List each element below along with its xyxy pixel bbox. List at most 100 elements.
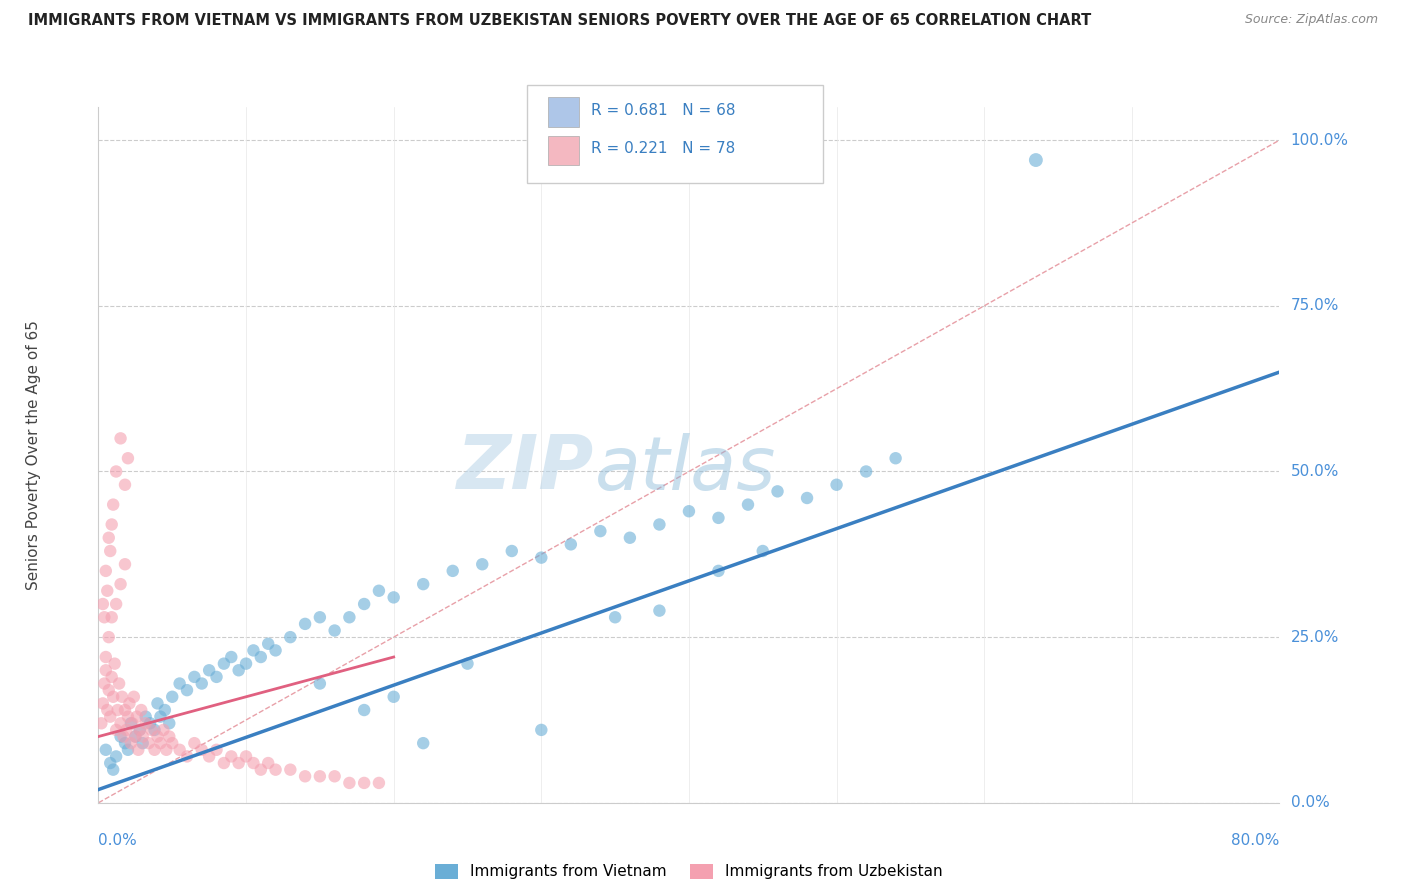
Point — [105, 749, 128, 764]
Point — [337, 610, 360, 624]
Point — [219, 749, 242, 764]
Point — [139, 716, 162, 731]
Point — [97, 630, 120, 644]
Point — [115, 723, 138, 737]
Point — [112, 730, 135, 744]
Point — [648, 517, 671, 532]
Point — [309, 676, 332, 690]
Point — [132, 730, 155, 744]
Point — [264, 643, 287, 657]
Point — [120, 716, 142, 731]
Point — [242, 643, 264, 657]
Text: 50.0%: 50.0% — [1291, 464, 1339, 479]
Point — [132, 736, 155, 750]
Point — [155, 743, 177, 757]
Point — [278, 763, 302, 777]
Point — [257, 637, 280, 651]
Point — [127, 743, 149, 757]
Legend: Immigrants from Vietnam, Immigrants from Uzbekistan: Immigrants from Vietnam, Immigrants from… — [429, 857, 949, 886]
Point — [129, 703, 152, 717]
Point — [138, 736, 160, 750]
Point — [619, 531, 641, 545]
Point — [250, 763, 273, 777]
Point — [114, 736, 136, 750]
Point — [501, 544, 523, 558]
Point — [766, 484, 789, 499]
Point — [412, 577, 434, 591]
Point — [118, 697, 141, 711]
Point — [323, 624, 346, 638]
Point — [117, 451, 139, 466]
Point — [141, 723, 163, 737]
Point — [530, 550, 553, 565]
Point — [242, 756, 264, 770]
Point — [152, 723, 174, 737]
Point — [100, 670, 122, 684]
Point — [114, 477, 136, 491]
Point — [176, 683, 198, 698]
Point — [124, 730, 146, 744]
Point — [589, 524, 612, 538]
Point — [560, 537, 582, 551]
Point — [412, 736, 434, 750]
Point — [678, 504, 700, 518]
Point — [183, 736, 205, 750]
Point — [169, 743, 191, 757]
Point — [91, 597, 114, 611]
Point — [94, 564, 117, 578]
Text: 0.0%: 0.0% — [98, 833, 138, 848]
Point — [212, 657, 235, 671]
Text: 80.0%: 80.0% — [1232, 833, 1279, 848]
Point — [117, 709, 139, 723]
Point — [103, 690, 125, 704]
Point — [228, 663, 250, 677]
Point — [337, 776, 360, 790]
Point — [382, 591, 405, 605]
Point — [91, 697, 114, 711]
Point — [605, 610, 627, 624]
Point — [105, 597, 128, 611]
Point — [90, 716, 112, 731]
Point — [309, 769, 332, 783]
Point — [191, 676, 214, 690]
Point — [104, 657, 127, 671]
Point — [1025, 153, 1047, 167]
Point — [176, 749, 198, 764]
Point — [257, 756, 280, 770]
Point — [353, 597, 375, 611]
Point — [146, 730, 169, 744]
Point — [125, 709, 148, 723]
Point — [169, 676, 191, 690]
Point — [124, 730, 146, 744]
Point — [120, 736, 142, 750]
Point — [135, 709, 157, 723]
Point — [751, 544, 773, 558]
Point — [94, 743, 117, 757]
Point — [855, 465, 877, 479]
Point — [98, 709, 121, 723]
Point — [96, 703, 118, 717]
Point — [198, 749, 221, 764]
Point — [114, 703, 136, 717]
Point — [353, 776, 375, 790]
Point — [471, 558, 494, 572]
Point — [157, 716, 180, 731]
Text: atlas: atlas — [595, 433, 776, 505]
Point — [235, 749, 257, 764]
Point — [737, 498, 759, 512]
Point — [93, 610, 115, 624]
Point — [309, 610, 332, 624]
Point — [648, 604, 671, 618]
Point — [98, 544, 121, 558]
Point — [530, 723, 553, 737]
Point — [143, 723, 166, 737]
Point — [111, 690, 134, 704]
Text: R = 0.681   N = 68: R = 0.681 N = 68 — [591, 103, 735, 118]
Point — [441, 564, 464, 578]
Point — [143, 743, 166, 757]
Text: Seniors Poverty Over the Age of 65: Seniors Poverty Over the Age of 65 — [25, 320, 41, 590]
Point — [110, 730, 132, 744]
Point — [228, 756, 250, 770]
Text: IMMIGRANTS FROM VIETNAM VS IMMIGRANTS FROM UZBEKISTAN SENIORS POVERTY OVER THE A: IMMIGRANTS FROM VIETNAM VS IMMIGRANTS FR… — [28, 13, 1091, 29]
Point — [235, 657, 257, 671]
